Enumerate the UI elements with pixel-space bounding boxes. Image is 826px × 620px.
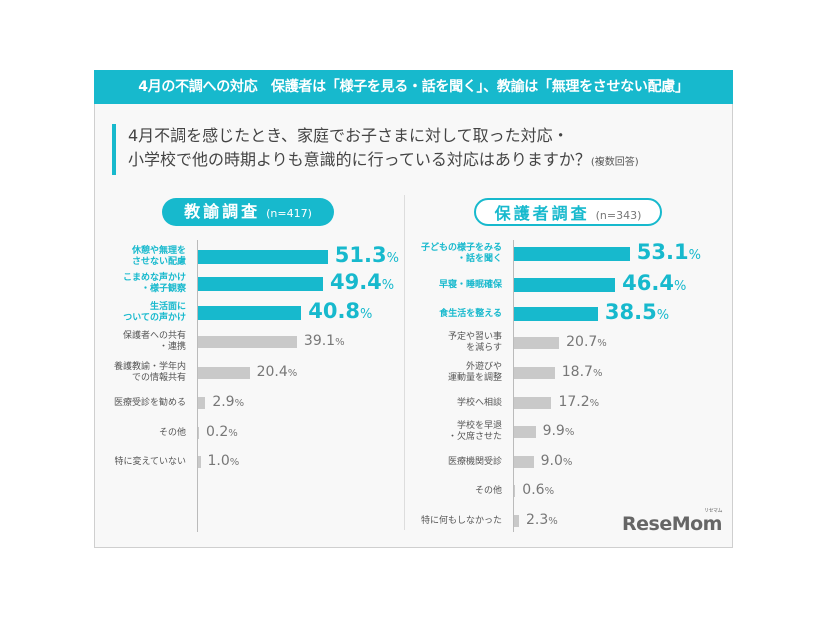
bar-label: 外遊びや 運動量を調整 [447, 362, 502, 383]
bar-label: 早寝・睡眠確保 [438, 279, 502, 290]
bar [514, 367, 555, 379]
data-label: 2.9% [212, 394, 245, 410]
bar [198, 306, 302, 320]
bar [198, 367, 250, 379]
question: 4月不調を感じたとき、家庭でお子さまに対して取った対応・ 小学校で他の時期よりも… [112, 124, 639, 175]
bar [514, 456, 534, 468]
data-label: 0.2% [206, 424, 238, 440]
bar-label: 予定や習い事 を減らす [447, 332, 502, 353]
bar-label: 子どもの様子をみる ・話を聞く [420, 243, 502, 264]
bar [514, 337, 560, 349]
logo-kana: リセマム [703, 508, 723, 514]
bar-label: その他 [474, 485, 502, 496]
question-line2: 小学校で他の時期よりも意識的に行っている対応はありますか？ [128, 150, 591, 169]
data-label: 53.1% [636, 240, 701, 264]
teacher-survey-n: (n=417) [266, 207, 312, 220]
data-label: 49.4% [329, 270, 395, 294]
bar [514, 426, 536, 438]
data-label: 0.6% [522, 482, 555, 498]
data-label: 9.9% [542, 423, 575, 439]
parent-survey-title: 保護者調査 [494, 204, 590, 223]
data-label: 18.7% [561, 364, 603, 380]
bar-label: 特に何もしなかった [420, 515, 502, 526]
data-label: 2.3% [526, 512, 558, 528]
teacher-axis [197, 240, 198, 532]
data-label: 20.4% [256, 364, 298, 380]
data-label: 20.7% [566, 334, 607, 350]
bar-label: 学校へ相談 [456, 397, 502, 408]
bar [198, 456, 201, 468]
bar [514, 307, 598, 321]
data-label: 46.4% [622, 271, 687, 295]
bar-label: 休憩や無理を させない配慮 [131, 246, 186, 267]
bar [198, 250, 328, 264]
data-label: 1.0% [207, 453, 240, 469]
resemom-logo: ReseMom リセマム [622, 508, 722, 535]
bar [514, 515, 519, 527]
bar-label: 生活面に ついての声かけ [123, 302, 186, 323]
teacher-survey-title: 教諭調査 [184, 202, 261, 221]
question-line1: 4月不調を感じたとき、家庭でお子さまに対して取った対応・ [128, 126, 569, 145]
bar [198, 336, 297, 348]
parent-survey-n: (n=343) [595, 209, 642, 222]
data-label: 39.1% [303, 333, 345, 349]
bar-label: その他 [158, 427, 186, 438]
data-label: 40.8% [308, 299, 373, 323]
teacher-survey-pill: 教諭調査 (n=417) [162, 198, 334, 226]
parent-axis [513, 240, 514, 532]
bar-label: 保護者への共有 ・連携 [122, 331, 186, 352]
header-title: 4月の不調への対応 保護者は「様子を見る・話を聞く」、教諭は「無理をさせない配慮… [94, 70, 733, 104]
bar [514, 278, 616, 292]
data-label: 17.2% [558, 394, 600, 410]
bar [514, 485, 516, 497]
bar-label: 医療受診を勧める [113, 397, 186, 408]
bar [514, 247, 630, 261]
bar-label: こまめな声かけ ・様子観察 [122, 273, 186, 294]
question-note: (複数回答) [590, 157, 639, 168]
bar-label: 食生活を整える [439, 308, 502, 319]
divider [404, 195, 405, 530]
parent-survey-pill: 保護者調査 (n=343) [474, 198, 662, 226]
bar-label: 特に変えていない [114, 456, 186, 467]
bar [198, 397, 206, 409]
data-label: 38.5% [604, 300, 670, 324]
bar-label: 医療機関受診 [447, 456, 502, 467]
bar-label: 学校を早退 ・欠席させた [447, 421, 502, 442]
data-label: 51.3% [334, 243, 399, 267]
bar [198, 277, 323, 291]
data-label: 9.0% [540, 453, 573, 469]
question-line2-wrap: 小学校で他の時期よりも意識的に行っている対応はありますか？(複数回答) [128, 148, 639, 175]
bar [514, 397, 552, 409]
bar [198, 427, 199, 439]
logo-text: ReseMom [622, 513, 722, 535]
bar-label: 養護教諭・学年内 での情報共有 [113, 362, 186, 383]
